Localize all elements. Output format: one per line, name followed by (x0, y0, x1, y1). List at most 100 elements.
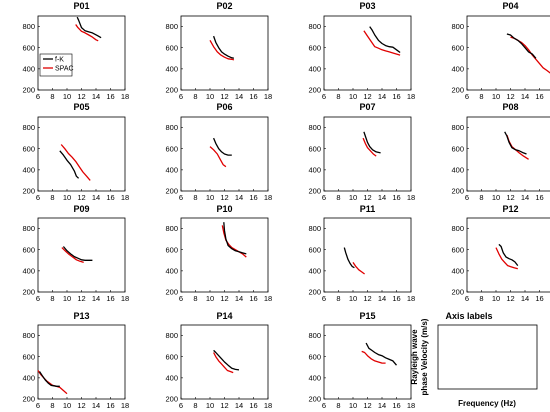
panel-p05: P05 6 8 10 12 14 16 18 200 400 600 800 (22, 102, 129, 202)
y-tick-label: 800 (22, 22, 35, 31)
y-tick-label: 400 (308, 373, 321, 382)
x-tick-label: 16 (106, 193, 114, 202)
x-tick-label: 14 (378, 92, 386, 101)
y-tick-label: 200 (451, 187, 464, 196)
x-tick-label: 10 (492, 92, 500, 101)
x-tick-label: 12 (220, 401, 228, 410)
panel-p09: P09 6 8 10 12 14 16 18 200 400 600 800 (22, 204, 129, 303)
series-line-fk (506, 33, 537, 59)
y-tick-label: 600 (451, 144, 464, 153)
series-line-fk (76, 16, 102, 39)
x-tick-label: 8 (50, 193, 54, 202)
y-tick-label: 400 (22, 64, 35, 73)
panel-p08: P08681012141618200400600800 (451, 102, 550, 202)
y-tick-label: 400 (308, 64, 321, 73)
x-tick-label: 18 (407, 401, 415, 410)
x-tick-label: 18 (407, 294, 415, 303)
x-tick-label: 14 (235, 92, 243, 101)
x-tick-label: 18 (264, 193, 272, 202)
x-tick-label: 18 (264, 401, 272, 410)
y-tick-label: 200 (308, 187, 321, 196)
panel-title: P02 (216, 1, 232, 11)
x-tick-label: 14 (235, 294, 243, 303)
x-tick-label: 8 (50, 92, 54, 101)
x-tick-label: 16 (249, 401, 257, 410)
y-tick-label: 400 (308, 266, 321, 275)
y-tick-label: 600 (165, 245, 178, 254)
y-tick-label: 800 (451, 224, 464, 233)
x-tick-label: 12 (220, 193, 228, 202)
y-tick-label: 800 (22, 123, 35, 132)
x-tick-label: 16 (106, 92, 114, 101)
axes-box (466, 15, 550, 91)
y-tick-label: 200 (22, 288, 35, 297)
y-tick-label: 800 (165, 22, 178, 31)
panel-title: P01 (73, 1, 89, 11)
panel-p01: P01 6 8 10 12 14 16 18 200 400 600 800 f-K SPAC (22, 1, 129, 101)
series-line-fk (363, 131, 381, 154)
series-line-spac (363, 30, 401, 56)
y-tick-label: 600 (165, 352, 178, 361)
x-tick-label: 6 (322, 92, 326, 101)
x-tick-label: 12 (363, 401, 371, 410)
y-tick-label: 600 (22, 144, 35, 153)
y-tick-label: 800 (308, 331, 321, 340)
series-line-fk (504, 131, 527, 155)
series-line-fk (38, 371, 60, 387)
x-tick-label: 16 (106, 294, 114, 303)
x-tick-label: 14 (92, 92, 100, 101)
axis-labels-panel: Axis labels Rayleigh wave phase Velocity… (410, 311, 538, 408)
x-tick-label: 18 (121, 92, 129, 101)
axis-labels-title: Axis labels (445, 311, 492, 321)
x-tick-label: 10 (63, 193, 71, 202)
x-tick-label: 10 (492, 294, 500, 303)
x-tick-label: 8 (479, 193, 483, 202)
x-tick-label: 16 (392, 92, 400, 101)
x-tick-label: 16 (535, 92, 543, 101)
x-tick-label: 8 (193, 401, 197, 410)
y-tick-label: 600 (22, 352, 35, 361)
x-tick-label: 18 (264, 294, 272, 303)
series-line-spac (352, 262, 365, 275)
y-tick-label: 400 (165, 266, 178, 275)
y-tick-label: 200 (22, 86, 35, 95)
y-tick-label: 200 (308, 288, 321, 297)
ylabel-line1: Rayleigh wave (410, 329, 419, 385)
panel-title: P10 (216, 204, 232, 214)
x-tick-label: 6 (36, 294, 40, 303)
series-line-spac (213, 352, 234, 374)
axes-box (37, 324, 126, 400)
panel-title: P04 (502, 1, 518, 11)
y-tick-label: 200 (165, 86, 178, 95)
x-tick-label: 12 (77, 401, 85, 410)
y-tick-label: 400 (451, 165, 464, 174)
axes-box (323, 116, 412, 192)
y-tick-label: 800 (308, 22, 321, 31)
y-tick-label: 200 (308, 395, 321, 404)
x-tick-label: 16 (392, 294, 400, 303)
axes-box (37, 116, 126, 192)
x-tick-label: 12 (220, 294, 228, 303)
panel-p15: P15 6 8 10 12 14 16 18 200 400 600 800 (308, 311, 415, 410)
x-tick-label: 10 (349, 92, 357, 101)
x-tick-label: 16 (249, 294, 257, 303)
y-tick-label: 800 (165, 123, 178, 132)
y-tick-label: 200 (165, 395, 178, 404)
x-tick-label: 14 (235, 401, 243, 410)
x-tick-label: 18 (121, 401, 129, 410)
panel-p14: P14 6 8 10 12 14 16 18 200 400 600 800 (165, 311, 272, 410)
axes-box (323, 15, 412, 91)
x-tick-label: 12 (220, 92, 228, 101)
x-tick-label: 8 (336, 294, 340, 303)
series-line-spac (362, 137, 377, 157)
y-tick-label: 200 (165, 187, 178, 196)
y-tick-label: 600 (451, 245, 464, 254)
x-tick-label: 8 (50, 401, 54, 410)
x-tick-label: 18 (121, 294, 129, 303)
y-tick-label: 400 (22, 165, 35, 174)
x-tick-label: 12 (506, 92, 514, 101)
x-tick-label: 18 (407, 193, 415, 202)
series-line-spac (60, 144, 91, 181)
y-tick-label: 400 (22, 373, 35, 382)
